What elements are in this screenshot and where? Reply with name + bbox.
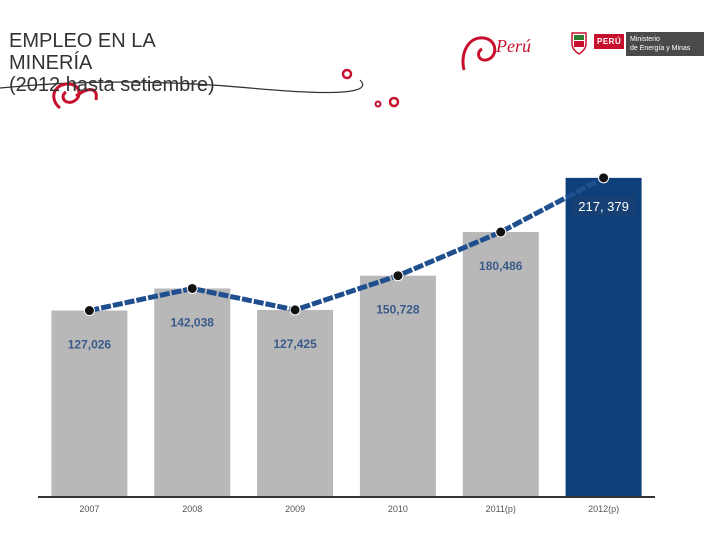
bar-2011(p) — [462, 232, 539, 497]
page-title: EMPLEO EN LA MINERÍA (2012 hasta setiemb… — [9, 30, 339, 96]
x-tick-labels-layer: 2007 2008 2009 2010 2011(p) 2012(p) — [79, 504, 619, 514]
trend-point-2011(p) — [495, 226, 507, 238]
brand-text: Perú — [495, 36, 531, 56]
ministry-name: Ministerio de Energía y Minas — [626, 32, 704, 56]
trend-line-layer — [83, 172, 610, 317]
x-tick-2010: 2010 — [388, 504, 408, 514]
data-labels-layer: 127,026 142,038 127,425 150,728 180,486 217, … — [68, 194, 636, 352]
peru-swirl-icon: Perú — [461, 36, 531, 71]
x-tick-2008: 2008 — [182, 504, 202, 514]
trend-point-2010 — [392, 270, 404, 282]
trend-point-2009 — [289, 304, 301, 316]
x-tick-2011(p): 2011(p) — [486, 504, 516, 514]
x-tick-2009: 2009 — [285, 504, 305, 514]
data-label-2010: 150,728 — [376, 303, 420, 317]
data-label-2011(p): 180,486 — [479, 259, 523, 273]
data-label-2008: 142,038 — [171, 315, 215, 329]
title-line-1: EMPLEO EN LA — [9, 30, 156, 52]
trend-line — [88, 175, 605, 313]
data-label-2009: 127,425 — [273, 337, 317, 351]
bar-2009 — [257, 309, 334, 497]
trend-point-2008 — [186, 282, 198, 294]
bar-2007 — [51, 310, 128, 497]
title-line-3: (2012 hasta setiembre) — [9, 74, 215, 96]
trend-point-2012(p) — [598, 172, 610, 184]
ministry-name-line-2: de Energía y Minas — [630, 45, 691, 52]
bar-2008 — [154, 288, 231, 497]
bar-2012(p) — [565, 177, 642, 497]
bars-layer — [51, 177, 642, 497]
header-swirl-decoration — [0, 68, 400, 110]
title-line-2: MINERÍA — [9, 52, 93, 74]
x-tick-2012(p): 2012(p) — [588, 504, 619, 514]
ministry-name-line-1: Ministerio — [630, 36, 660, 43]
highlight-label-box — [571, 194, 636, 217]
ministry-country-tag: PERÚ — [594, 34, 625, 49]
ministry-logo: PERÚ Ministerio de Energía y Minas — [566, 29, 706, 59]
peru-brand-logo: Perú — [458, 30, 538, 81]
coat-of-arms-icon — [571, 32, 587, 55]
x-tick-2007: 2007 — [79, 504, 99, 514]
bar-2010 — [359, 275, 436, 497]
data-label-2007: 127,026 — [68, 338, 112, 352]
data-label-2012(p): 217, 379 — [578, 199, 629, 214]
trend-point-2007 — [83, 305, 95, 317]
